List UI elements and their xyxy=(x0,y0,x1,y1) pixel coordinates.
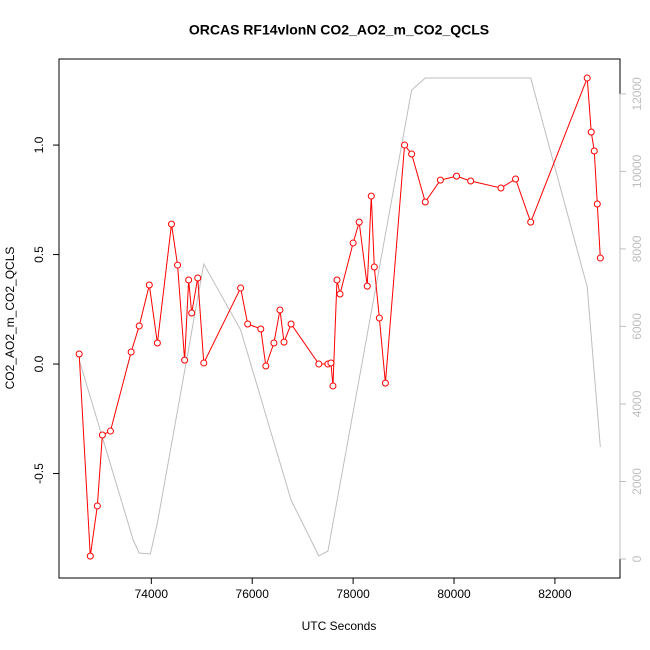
data-point xyxy=(593,200,601,208)
data-point xyxy=(174,261,182,269)
data-point xyxy=(127,348,135,356)
data-point xyxy=(86,552,94,560)
data-point xyxy=(168,220,176,228)
data-point xyxy=(280,338,288,346)
x-tick-label: 74000 xyxy=(135,587,169,601)
data-point xyxy=(262,362,270,370)
data-point xyxy=(329,382,337,390)
y-tick-label: 1.0 xyxy=(32,136,46,153)
data-point xyxy=(98,431,106,439)
data-point xyxy=(257,325,265,333)
y-tick-label: 0.5 xyxy=(32,246,46,263)
data-point xyxy=(327,359,335,367)
data-point xyxy=(370,263,378,271)
data-point xyxy=(188,309,196,317)
data-point xyxy=(527,218,535,226)
data-point xyxy=(453,172,461,180)
data-point xyxy=(401,141,409,149)
data-point xyxy=(583,74,591,82)
data-point xyxy=(153,339,161,347)
data-point xyxy=(135,322,143,330)
x-axis-label: UTC Seconds xyxy=(302,619,377,633)
y2-tick-label: 0 xyxy=(630,555,644,562)
data-point xyxy=(375,314,383,322)
data-point xyxy=(270,339,278,347)
y2-tick-label: 6000 xyxy=(630,313,644,340)
data-point xyxy=(276,306,284,314)
data-point xyxy=(333,276,341,284)
x-tick-label: 82000 xyxy=(538,587,572,601)
data-point xyxy=(194,274,202,282)
data-point xyxy=(185,276,193,284)
data-point xyxy=(244,320,252,328)
data-point xyxy=(367,192,375,200)
data-point xyxy=(596,254,604,262)
data-point xyxy=(315,360,323,368)
data-point xyxy=(200,359,208,367)
data-point xyxy=(93,502,101,510)
x-tick-label: 80000 xyxy=(437,587,471,601)
y2-tick-label: 10000 xyxy=(630,154,644,188)
data-point xyxy=(512,175,520,183)
series-line xyxy=(78,77,601,557)
x-tick-label: 78000 xyxy=(336,587,370,601)
y-tick-label: -0.5 xyxy=(32,463,46,484)
data-point xyxy=(436,176,444,184)
y-tick-label: 0.0 xyxy=(32,355,46,372)
data-point xyxy=(75,350,83,358)
data-point xyxy=(145,281,153,289)
y2-tick-label: 8000 xyxy=(630,235,644,262)
data-point xyxy=(287,320,295,328)
data-point xyxy=(381,379,389,387)
data-point xyxy=(467,177,475,185)
data-point xyxy=(363,282,371,290)
data-point xyxy=(237,284,245,292)
data-point xyxy=(181,356,189,364)
data-point xyxy=(336,290,344,298)
y-axis-label: CO2_AO2_m_CO2_QCLS xyxy=(3,247,17,390)
data-point xyxy=(355,218,363,226)
data-point xyxy=(421,198,429,206)
x-tick-label: 76000 xyxy=(236,587,270,601)
chart-title: ORCAS RF14vlonN CO2_AO2_m_CO2_QCLS xyxy=(189,22,489,38)
data-point xyxy=(106,427,114,435)
data-point xyxy=(590,147,598,155)
y2-tick-label: 12000 xyxy=(630,77,644,111)
data-point xyxy=(349,239,357,247)
data-point xyxy=(497,184,505,192)
data-point xyxy=(408,150,416,158)
y2-tick-label: 4000 xyxy=(630,390,644,417)
y2-tick-label: 2000 xyxy=(630,468,644,495)
data-point xyxy=(587,128,595,136)
